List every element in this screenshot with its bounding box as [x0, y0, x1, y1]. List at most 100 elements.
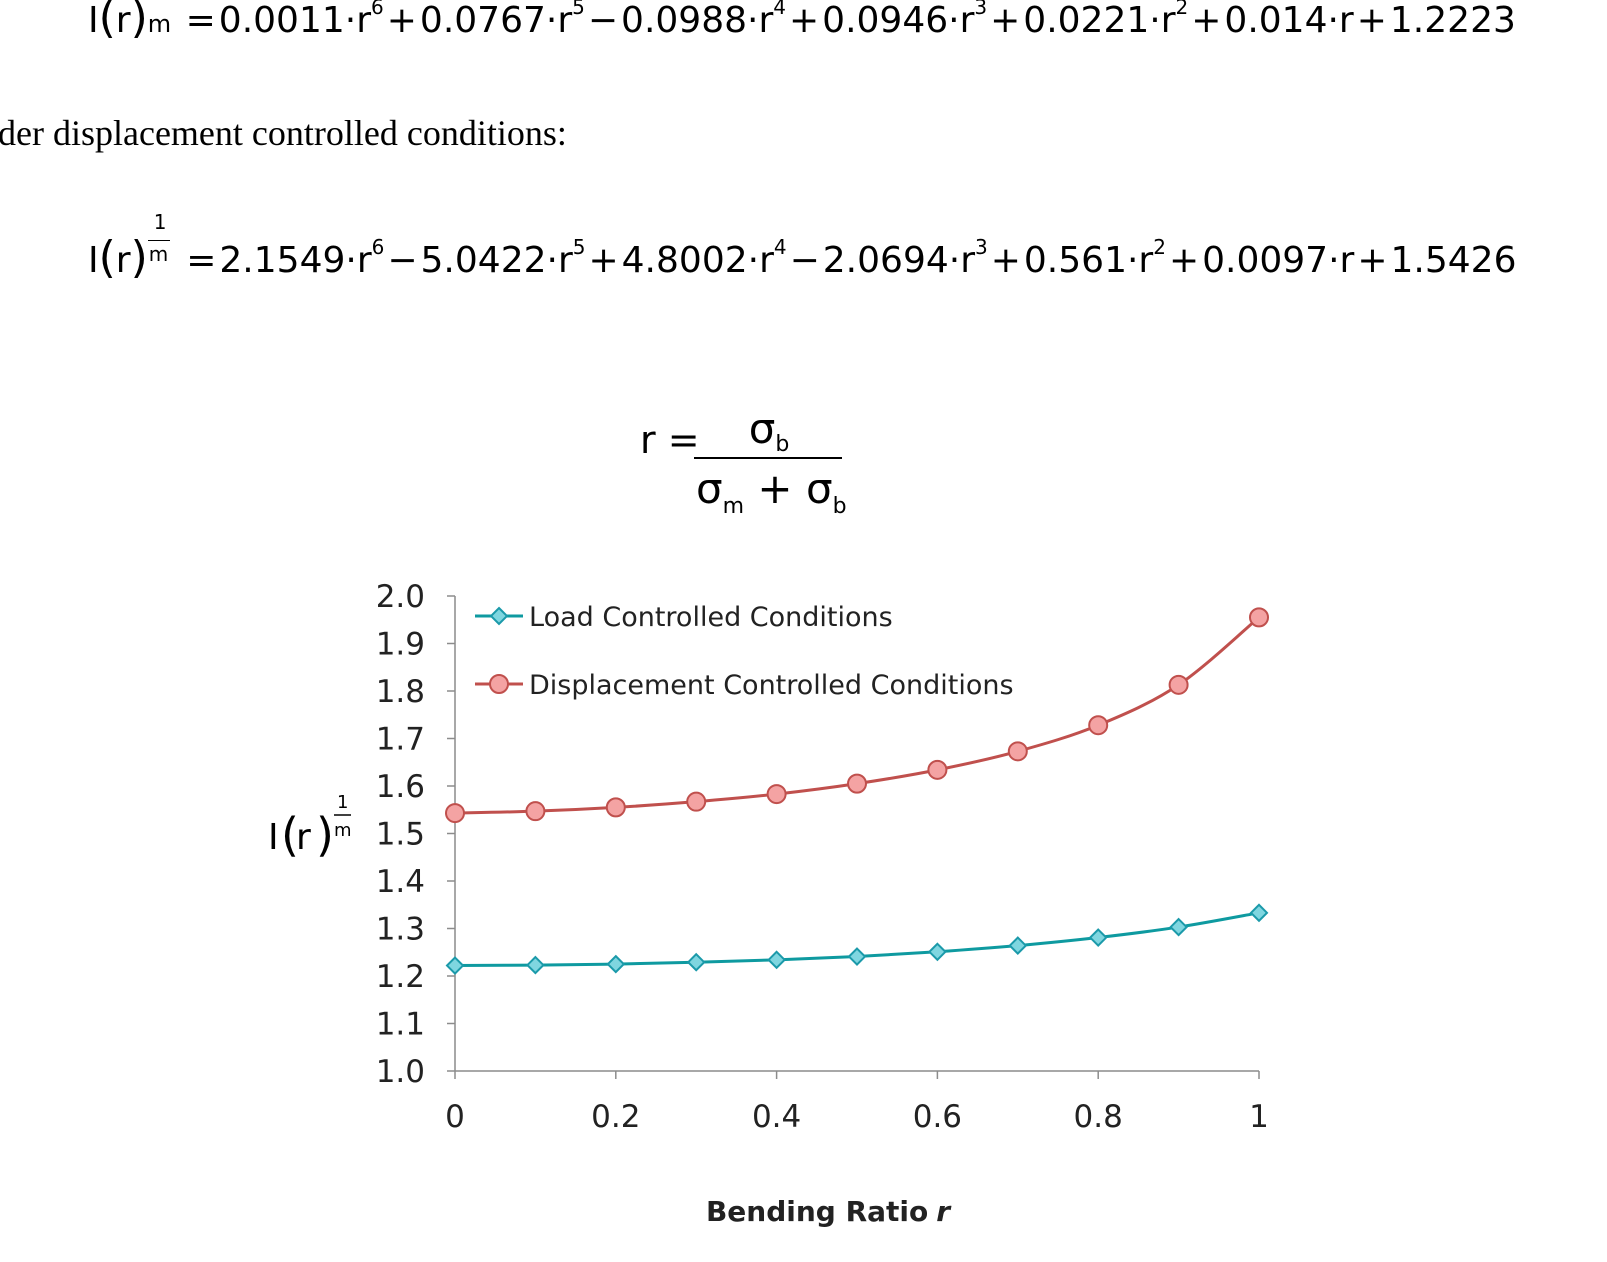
displacement-equation-term-coefficient: 2.0694: [822, 240, 949, 281]
displacement-equation-term-variable: ·r: [546, 240, 573, 281]
x-tick-label: 0.4: [752, 1099, 801, 1135]
exponent-bar: [147, 240, 170, 241]
displacement-equation-term-coefficient: 2.1549: [219, 240, 346, 281]
ratio-lhs: r: [640, 418, 656, 462]
load-equation-rhs: =0.0011·r6+0.0767·r5−0.0988·r4+0.0946·r3…: [183, 0, 1516, 41]
displacement-equation-term-coefficient: 0.561: [1023, 240, 1127, 281]
load-equation-term: +0.0221·r2: [987, 0, 1188, 41]
displacement-equation-arg: r: [115, 240, 131, 281]
x-axis-label-var: r: [936, 1195, 952, 1228]
x-tick-label: 1: [1249, 1099, 1269, 1135]
displacement-series-point: [927, 759, 948, 780]
displacement-series-point: [605, 797, 626, 818]
load-equation: I(r)m =0.0011·r6+0.0767·r5−0.0988·r4+0.0…: [88, 0, 1516, 43]
load-equation-term-coefficient: 0.014: [1224, 0, 1328, 41]
load-equation-term-power: 3: [974, 0, 988, 19]
displacement-equation-term: −5.0422·r5: [384, 235, 585, 281]
load-series-point: [1088, 928, 1108, 947]
load-equation-term-power: 4: [773, 0, 786, 19]
displacement-series-point: [1168, 674, 1189, 695]
y-tick-label: 1.4: [376, 864, 425, 900]
load-series-point: [927, 942, 947, 962]
displacement-equation-term: +4.8002·r4: [585, 235, 786, 281]
displacement-equation-term-sign: =: [186, 240, 217, 281]
load-equation-term-coefficient: 0.0221: [1023, 0, 1150, 41]
ratio-fraction-bar: [694, 457, 842, 459]
displacement-equation-rhs: =2.1549·r6−5.0422·r5+4.8002·r4−2.0694·r3…: [183, 235, 1516, 281]
y-tick-label: 2.0: [376, 579, 425, 615]
y-tick-label: 1.5: [376, 817, 425, 853]
load-series-point: [445, 956, 465, 975]
load-equation-term-coefficient: 1.2223: [1389, 0, 1516, 41]
y-axis-label-exp-num: 1: [337, 792, 348, 813]
displacement-equation-term: +0.0097·r: [1166, 240, 1354, 281]
y-axis-label-open-paren: (: [281, 808, 299, 862]
displacement-equation: I(r) 1 m =2.1549·r6−5.0422·r5+4.8002·r4−2.…: [88, 210, 1517, 283]
ratio-definition: r =: [640, 418, 700, 462]
displacement-equation-term-variable: ·r: [345, 240, 372, 281]
displacement-series-point: [686, 791, 707, 812]
displacement-equation-term-coefficient: 4.8002: [621, 240, 748, 281]
displacement-series-point: [847, 773, 867, 794]
x-tick-label: 0.8: [1074, 1099, 1123, 1135]
load-equation-term: +0.014·r: [1188, 0, 1353, 41]
load-series-point: [767, 950, 787, 970]
load-equation-term-sign: +: [1191, 0, 1222, 41]
load-series-point: [1169, 917, 1189, 937]
displacement-series-line: [454, 616, 1260, 815]
displacement-series-point: [445, 803, 465, 824]
y-tick-label: 1.3: [376, 912, 425, 948]
load-equation-func: I: [88, 0, 99, 41]
intro-text: der displacement controlled conditions:: [0, 113, 567, 153]
load-equation-exponent: m: [147, 10, 172, 38]
x-tick-label: 0.2: [591, 1099, 640, 1135]
legend-displacement-marker: [489, 674, 509, 694]
displacement-equation-term-sign: +: [1357, 240, 1388, 281]
y-axis-label-exp-den: m: [334, 820, 352, 841]
load-equation-term: =0.0011·r6: [183, 0, 384, 41]
displacement-equation-term: +0.561·r2: [988, 235, 1166, 281]
displacement-equation-term-variable: ·r: [747, 240, 774, 281]
load-equation-term-power: 6: [371, 0, 384, 19]
y-tick-label: 1.1: [376, 1007, 425, 1043]
load-equation-term-sign: =: [185, 0, 216, 41]
load-equation-term-sign: +: [1356, 0, 1387, 41]
load-equation-term-power: 2: [1175, 0, 1189, 19]
series-layer: [445, 607, 1269, 975]
legend-load-marker: [489, 606, 509, 626]
legend-load-label: Load Controlled Conditions: [529, 602, 893, 633]
load-equation-arg: r: [115, 0, 131, 41]
displacement-equation-term-power: 5: [572, 235, 586, 259]
legend: Load Controlled Conditions Displacement C…: [475, 602, 1014, 701]
load-equation-term-variable: ·r: [1149, 0, 1176, 41]
x-axis-label-text: Bending Ratio: [706, 1195, 928, 1228]
displacement-equation-term-power: 3: [975, 235, 988, 259]
displacement-equation-term: +1.5426: [1354, 240, 1516, 281]
y-tick-label: 1.6: [376, 769, 425, 805]
displacement-equation-term: −2.0694·r3: [787, 235, 988, 281]
load-equation-term-coefficient: 0.0011: [218, 0, 345, 41]
y-axis-label-close-paren: ): [316, 808, 334, 862]
y-tick-label: 1.0: [376, 1054, 425, 1090]
load-equation-term: +1.2223: [1354, 0, 1516, 41]
displacement-equation-term-sign: +: [1168, 240, 1200, 281]
ratio-denominator: σm + σb: [696, 464, 847, 519]
y-tick-label: 1.7: [376, 722, 425, 758]
displacement-equation-term-coefficient: 1.5426: [1390, 240, 1517, 281]
load-equation-term-sign: +: [990, 0, 1021, 41]
axes: 1.0 1.1 1.2 1.3 1.4 1.5 1.6 1.7 1.8 1.9 2.0 0 0.2 0.4…: [376, 579, 1269, 1135]
displacement-equation-term-coefficient: 0.0097: [1202, 240, 1329, 281]
load-equation-term-variable: ·r: [948, 0, 975, 41]
y-tick-label: 1.8: [376, 674, 425, 710]
displacement-series-point: [1088, 715, 1109, 736]
load-series-point: [847, 947, 867, 966]
load-equation-term: −0.0988·r4: [585, 0, 786, 41]
load-equation-term-coefficient: 0.0946: [822, 0, 949, 41]
displacement-series-point: [1249, 607, 1269, 628]
ratio-equals: =: [667, 418, 700, 462]
displacement-equation-term-coefficient: 5.0422: [420, 240, 547, 281]
load-equation-term-sign: −: [587, 0, 619, 41]
load-equation-term-power: 5: [572, 0, 585, 19]
